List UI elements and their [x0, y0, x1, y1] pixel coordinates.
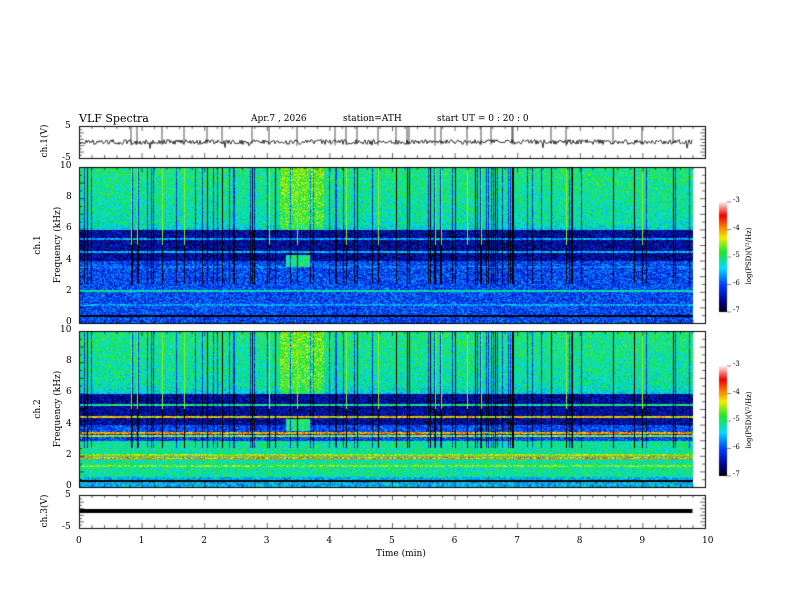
spec-ytick: 8: [66, 356, 72, 367]
colorbar-tick: -5: [733, 251, 740, 259]
spec-ytick: 10: [60, 325, 72, 335]
colorbar-tick: -3: [733, 360, 740, 368]
figure-title: VLF Spectra: [79, 112, 149, 125]
spec-ytick: 4: [66, 418, 72, 429]
x-tick-label: 2: [201, 536, 207, 546]
x-tick-label: 3: [263, 536, 270, 546]
ch1-spec-ylabel: Frequency (kHz): [53, 206, 63, 284]
station-label: station=ATH: [343, 114, 402, 124]
colorbar-tick: -3: [733, 196, 740, 204]
ch1-ytick: 5: [65, 121, 71, 131]
date-label: Apr.7 , 2026: [251, 114, 307, 124]
colorbar-tick: -6: [733, 278, 740, 287]
colorbar-tick: -7: [733, 470, 740, 478]
spec-ytick: 0: [66, 481, 72, 491]
spec-ytick: 2: [66, 285, 72, 296]
ch3-ytick: -5: [62, 522, 71, 532]
x-tick-label: 1: [138, 536, 145, 546]
colorbar-tick: -4: [733, 223, 740, 232]
ch2-spec-ylabel: Frequency (kHz): [53, 370, 63, 448]
ch2-spec-ylabel-top: ch.2: [33, 399, 43, 419]
spec-ytick: 2: [66, 449, 72, 460]
colorbar-tick: -5: [733, 415, 740, 423]
ch1-spec-ylabel-top: ch.1: [33, 235, 43, 255]
x-tick-label: 9: [639, 536, 646, 546]
colorbar-tick: -7: [733, 306, 740, 314]
x-axis-label: Time (min): [376, 549, 426, 559]
x-tick-label: 0: [76, 536, 82, 546]
ch3-ylabel: ch.3(V): [40, 494, 50, 528]
x-tick-label: 5: [389, 536, 395, 546]
ch3-ytick: 5: [65, 490, 71, 500]
spec-ytick: 8: [66, 192, 72, 203]
x-tick-label: 7: [514, 536, 520, 546]
colorbar-tick: -6: [733, 442, 740, 451]
x-tick-label: 4: [326, 536, 333, 546]
colorbar-label: log(PSD)(V²/Hz): [745, 227, 753, 285]
x-tick-label: 10: [702, 536, 714, 546]
x-tick-label: 8: [576, 536, 583, 546]
start-time-label: start UT = 0 : 20 : 0: [437, 114, 529, 124]
x-tick-label: 6: [451, 536, 458, 546]
colorbar-tick: -4: [733, 387, 740, 396]
spec-ytick: 4: [66, 254, 72, 265]
spec-ytick: 0: [66, 317, 72, 327]
spec-ytick: 6: [66, 223, 72, 234]
colorbar-label: log(PSD)(V²/Hz): [745, 391, 753, 449]
ch1-ytick: -5: [62, 153, 71, 163]
spec-ytick: 6: [66, 387, 72, 398]
ch1-ylabel: ch.1(V): [40, 124, 50, 158]
spec-ytick: 10: [60, 161, 72, 171]
